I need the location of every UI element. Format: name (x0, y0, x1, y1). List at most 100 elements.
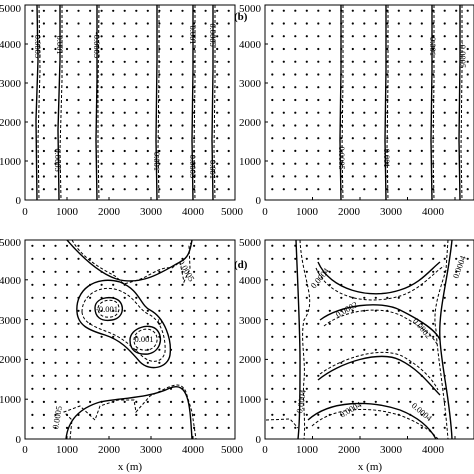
tick-label: 5000 (0, 3, 22, 15)
sample-point (123, 98, 126, 102)
sample-point (227, 137, 230, 140)
sample-point (409, 244, 412, 247)
sample-point (65, 9, 69, 12)
sample-point (100, 283, 103, 286)
sample-point (420, 47, 423, 51)
sample-point (65, 73, 69, 76)
sample-point (294, 60, 297, 63)
sample-point (282, 283, 285, 286)
sample-point (351, 270, 354, 273)
sample-point (328, 137, 331, 140)
sample-point (363, 374, 366, 377)
sample-point (193, 244, 196, 247)
sample-point (351, 374, 354, 377)
sample-point (271, 22, 274, 25)
x-ticks (24, 436, 236, 439)
sample-point (65, 361, 69, 364)
sample-point (89, 296, 92, 299)
sample-point (363, 244, 366, 247)
sample-point (77, 270, 80, 273)
sample-point (271, 374, 274, 377)
sample-point (227, 86, 230, 89)
sample-point (363, 124, 366, 127)
sample-point (466, 244, 469, 247)
sample-point (466, 257, 469, 260)
contour-line (458, 5, 461, 200)
tick-label: 2000 (0, 354, 22, 366)
sample-point (420, 35, 423, 38)
sample-point (54, 244, 57, 247)
tick-label: 2000 (239, 117, 262, 129)
sample-point (466, 426, 469, 429)
sample-point (204, 322, 207, 325)
sample-point (432, 309, 435, 312)
sample-point (409, 400, 412, 403)
sample-point (340, 244, 343, 247)
sample-point (294, 175, 297, 178)
sample-point (65, 98, 69, 102)
sample-point (351, 244, 354, 247)
sample-point (282, 60, 285, 63)
sample-point (54, 22, 57, 25)
sample-point (363, 162, 366, 165)
sample-point (374, 124, 377, 127)
sample-point (77, 98, 80, 102)
sample-point (317, 124, 320, 127)
sample-point (216, 137, 219, 140)
sample-point (455, 47, 458, 51)
sample-point (169, 111, 173, 114)
sample-point (351, 111, 354, 114)
sample-point (216, 149, 219, 153)
sample-point (54, 361, 57, 364)
sample-point (386, 257, 389, 260)
sample-point (181, 309, 184, 312)
sample-point (294, 426, 297, 429)
tick-label: 3000 (380, 444, 403, 456)
sample-point (420, 413, 423, 416)
sample-point (77, 22, 80, 25)
sample-point (282, 175, 285, 178)
sample-point (169, 162, 173, 165)
contour-line-dashed (97, 299, 120, 318)
sample-point (31, 296, 34, 299)
sample-point (158, 348, 161, 351)
sample-point (135, 22, 138, 25)
sample-point (317, 244, 320, 247)
sample-point (123, 149, 126, 153)
sample-point (420, 60, 423, 63)
sample-point (123, 60, 126, 63)
sample-point (42, 426, 46, 429)
sample-point (65, 296, 69, 299)
sample-point (455, 73, 458, 76)
sample-point (271, 309, 274, 312)
sample-point (77, 47, 80, 51)
sample-point (54, 9, 57, 12)
sample-point (432, 244, 435, 247)
sample-point (294, 124, 297, 127)
sample-point (216, 322, 219, 325)
sample-point (317, 296, 320, 299)
sample-point (169, 9, 173, 12)
sample-point (123, 35, 126, 38)
sample-point (123, 322, 126, 325)
sample-point (89, 149, 92, 153)
sample-point (204, 309, 207, 312)
tick-label: 0 (262, 206, 268, 218)
x-ticks (264, 436, 456, 439)
axes-frame (24, 239, 236, 440)
panel-letter: (d) (234, 259, 248, 271)
sample-point (271, 98, 274, 102)
sample-point (77, 244, 80, 247)
sample-point (305, 73, 308, 76)
sample-point (204, 124, 207, 127)
sample-point (374, 22, 377, 25)
sample-point (204, 149, 207, 153)
sample-point (181, 60, 184, 63)
x-axis-title: x (m) (358, 461, 382, 473)
sample-point (31, 374, 34, 377)
contour-line-dashed (59, 5, 63, 200)
sample-point (328, 124, 331, 127)
sample-point (443, 257, 446, 260)
contour-line (94, 296, 124, 322)
sample-point (386, 400, 389, 403)
